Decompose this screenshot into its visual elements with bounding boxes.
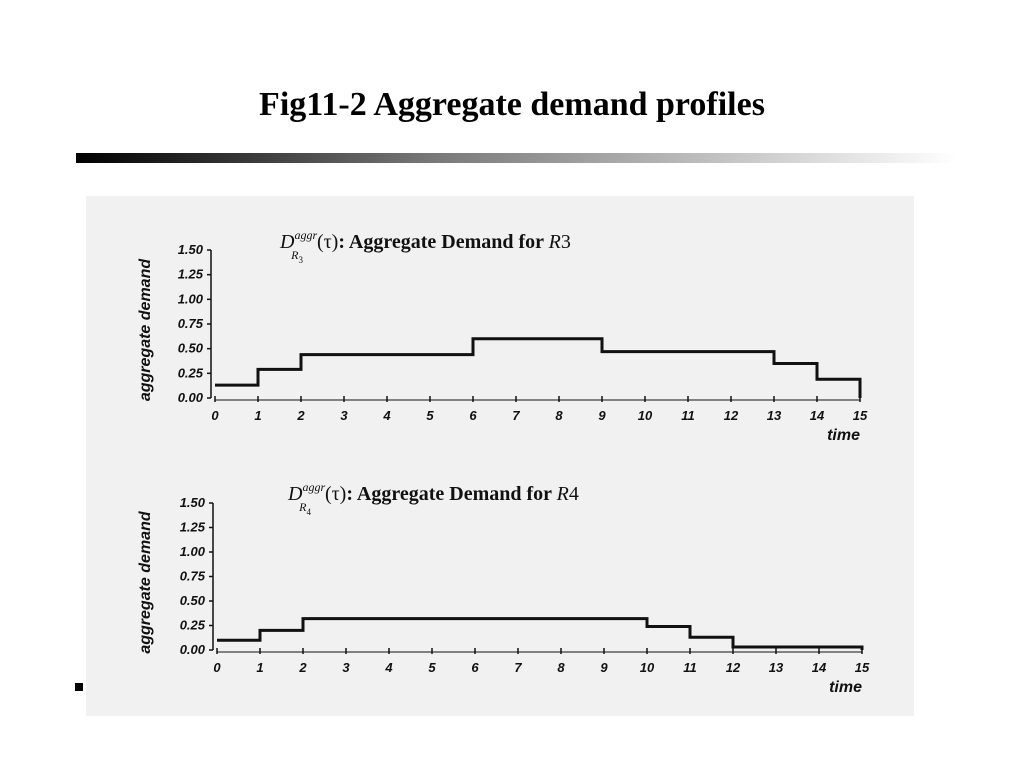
x-tick-label: 8	[557, 660, 565, 675]
x-tick-label: 4	[384, 660, 393, 675]
x-tick-label: 0	[211, 408, 219, 423]
x-tick-label: 15	[853, 408, 868, 423]
demand-step-line	[217, 617, 864, 650]
x-tick-label: 1	[256, 660, 263, 675]
x-tick-label: 5	[426, 408, 434, 423]
x-tick-label: 12	[726, 660, 741, 675]
x-tick-label: 2	[296, 408, 305, 423]
x-tick-label: 6	[469, 408, 477, 423]
x-tick-label: 12	[724, 408, 739, 423]
y-tick-label: 0.75	[180, 569, 206, 584]
x-tick-label: 7	[514, 660, 522, 675]
x-tick-label: 10	[640, 660, 655, 675]
x-tick-label: 5	[428, 660, 436, 675]
y-tick-label: 0.50	[180, 593, 206, 608]
chart-1: Daggr R3(τ): Aggregate Demand for R3 0.00 0…	[137, 228, 868, 444]
x-tick-label: 4	[382, 408, 391, 423]
bullet-marker	[75, 683, 83, 691]
x-tick-label: 6	[471, 660, 479, 675]
y-tick-label: 1.50	[180, 495, 206, 510]
y-tick-label: 0.00	[178, 390, 204, 405]
y-tick-label: 1.50	[178, 242, 204, 257]
y-tick-label: 1.25	[180, 520, 206, 535]
x-tick-label: 8	[555, 408, 563, 423]
x-tick-label: 13	[769, 660, 784, 675]
x-tick-label: 3	[342, 660, 350, 675]
scanned-figure-background	[86, 196, 914, 716]
y-tick-label: 0.50	[178, 341, 204, 356]
x-axis-title: time	[827, 427, 860, 444]
x-tick-label: 14	[810, 408, 825, 423]
y-tick-label: 0.00	[180, 642, 206, 657]
x-tick-label: 10	[638, 408, 653, 423]
x-tick-label: 11	[681, 408, 695, 423]
x-tick-label: 3	[340, 408, 348, 423]
y-axis-title: aggregate demand	[137, 510, 154, 653]
x-tick-label: 14	[812, 660, 827, 675]
y-axis-title: aggregate demand	[137, 258, 154, 401]
x-tick-label: 9	[598, 408, 606, 423]
y-tick-label: 0.75	[178, 316, 204, 331]
chart-2: Daggr R4(τ): Aggregate Demand for R4 0.00 0…	[137, 480, 870, 696]
x-tick-label: 1	[254, 408, 261, 423]
x-tick-label: 13	[767, 408, 782, 423]
x-tick-label: 15	[855, 660, 870, 675]
chart-title: Daggr R4(τ): Aggregate Demand for R4	[287, 480, 579, 517]
y-tick-label: 0.25	[178, 365, 204, 380]
demand-step-line	[215, 337, 862, 398]
chart-title: Daggr R3(τ): Aggregate Demand for R3	[279, 228, 571, 265]
y-tick-label: 1.25	[178, 267, 204, 282]
slide-title: Fig11-2 Aggregate demand profiles	[259, 86, 765, 123]
y-tick-label: 0.25	[180, 618, 206, 633]
title-divider	[76, 153, 956, 163]
y-tick-label: 1.00	[178, 291, 204, 306]
x-tick-label: 7	[512, 408, 520, 423]
x-tick-label: 11	[683, 660, 697, 675]
x-tick-label: 9	[600, 660, 608, 675]
x-tick-label: 0	[213, 660, 221, 675]
x-tick-label: 2	[298, 660, 307, 675]
y-tick-label: 1.00	[180, 544, 206, 559]
x-axis-title: time	[829, 679, 862, 696]
